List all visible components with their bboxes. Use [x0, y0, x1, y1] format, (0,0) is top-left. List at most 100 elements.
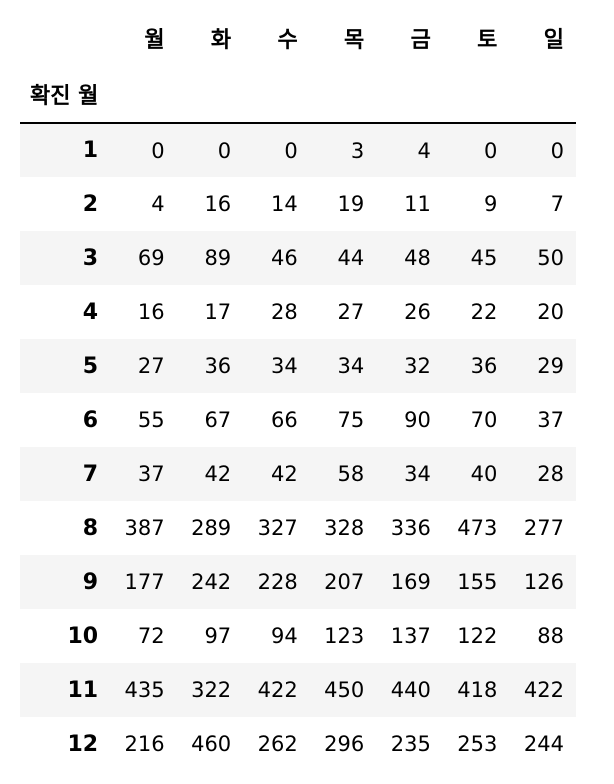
table-cell: 50: [537, 246, 564, 270]
table-row: 7 37 42 42 58 34 40 28: [20, 447, 576, 501]
table-body: 1 0 0 0 3 4 0 0 2 4 16 14 19 11 9 7 3 69 89 46 44 48 45 50 4 16 17…: [20, 123, 576, 771]
row-index-cell: 8: [82, 515, 99, 541]
table-cell: 126: [523, 570, 564, 594]
table-cell: 327: [257, 516, 298, 540]
table-cell: 26: [404, 300, 431, 324]
table-header: 월 화 수 목 금 토 일 확진 월: [20, 10, 576, 124]
row-index-cell: 12: [67, 731, 99, 757]
table-cell: 155: [457, 570, 498, 594]
table-cell: 40: [470, 462, 498, 486]
table-cell: 422: [523, 678, 564, 702]
row-index-cell: 1: [82, 138, 99, 163]
row-index-cell: 10: [67, 623, 99, 649]
table-row: 12 216 460 262 296 235 253 244: [20, 717, 576, 771]
row-index-cell: 9: [82, 569, 99, 595]
row-index-cell: 4: [82, 299, 99, 325]
column-header-sat: 토: [477, 28, 498, 53]
table-cell: 228: [257, 570, 298, 594]
table-row: 9 177 242 228 207 169 155 126: [20, 555, 576, 609]
table-cell: 253: [457, 732, 498, 756]
table-cell: 34: [337, 354, 365, 378]
table-cell: 37: [137, 462, 165, 486]
table-cell: 72: [137, 624, 165, 648]
table-cell: 336: [390, 516, 431, 540]
table-cell: 88: [537, 624, 564, 648]
table-row: 2 4 16 14 19 11 9 7: [20, 177, 576, 231]
table-row: 1 0 0 0 3 4 0 0: [20, 123, 576, 177]
table-row: 5 27 36 34 34 32 36 29: [20, 339, 576, 393]
table-cell: 42: [270, 462, 298, 486]
table-cell: 90: [404, 408, 431, 432]
table-cell: 34: [270, 354, 298, 378]
table-cell: 36: [204, 354, 232, 378]
table-cell: 450: [324, 678, 365, 702]
column-header-wed: 수: [277, 28, 298, 53]
table-cell: 177: [124, 570, 165, 594]
table-cell: 27: [137, 354, 165, 378]
table-cell: 28: [270, 300, 298, 324]
table-row: 3 69 89 46 44 48 45 50: [20, 231, 576, 285]
table-cell: 7: [550, 192, 564, 216]
table-cell: 473: [457, 516, 498, 540]
column-header-sun: 일: [543, 28, 564, 53]
table-cell: 29: [537, 354, 564, 378]
corner-cell: [20, 10, 110, 66]
table-cell: 48: [404, 246, 431, 270]
table-cell: 22: [470, 300, 498, 324]
dataframe-table: 월 화 수 목 금 토 일 확진 월 1 0 0 0 3 4 0 0 2 4 16 14 19 11 9 7 3…: [20, 10, 576, 771]
table-cell: 89: [204, 246, 232, 270]
table-cell: 460: [191, 732, 232, 756]
table-cell: 75: [337, 408, 365, 432]
table-cell: 122: [457, 624, 498, 648]
table-cell: 4: [417, 138, 431, 163]
column-header-mon: 월: [144, 28, 165, 53]
table-cell: 42: [204, 462, 232, 486]
index-name-label: 확진 월: [20, 66, 576, 124]
table-cell: 55: [137, 408, 165, 432]
column-header-tue: 화: [210, 28, 232, 53]
table-row: 4 16 17 28 27 26 22 20: [20, 285, 576, 339]
row-index-cell: 7: [82, 461, 99, 487]
table-cell: 14: [270, 192, 298, 216]
table-cell: 216: [124, 732, 165, 756]
table-cell: 123: [324, 624, 365, 648]
table-cell: 20: [537, 300, 564, 324]
row-index-cell: 2: [82, 191, 99, 217]
table-cell: 3: [350, 138, 365, 163]
table-cell: 97: [204, 624, 232, 648]
index-name-row: 확진 월: [20, 66, 576, 124]
table-cell: 46: [270, 246, 298, 270]
column-header-thu: 목: [344, 28, 365, 53]
table-cell: 435: [124, 678, 165, 702]
table-cell: 0: [550, 138, 564, 163]
table-cell: 418: [457, 678, 498, 702]
table-row: 8 387 289 327 328 336 473 277: [20, 501, 576, 555]
table-cell: 277: [523, 516, 564, 540]
column-header-row: 월 화 수 목 금 토 일: [20, 10, 576, 66]
table-cell: 169: [390, 570, 431, 594]
column-header-fri: 금: [410, 28, 431, 53]
table-cell: 422: [257, 678, 298, 702]
table-cell: 137: [390, 624, 431, 648]
table-cell: 58: [337, 462, 365, 486]
table-cell: 4: [151, 192, 165, 216]
table-cell: 36: [470, 354, 498, 378]
table-cell: 34: [404, 462, 431, 486]
table-cell: 9: [483, 192, 498, 216]
table-cell: 32: [404, 354, 431, 378]
table-row: 11 435 322 422 450 440 418 422: [20, 663, 576, 717]
table-cell: 244: [523, 732, 564, 756]
table-cell: 45: [470, 246, 498, 270]
table-cell: 242: [191, 570, 232, 594]
table-cell: 70: [470, 408, 498, 432]
row-index-cell: 3: [82, 245, 99, 271]
table-cell: 19: [337, 192, 365, 216]
table-cell: 17: [204, 300, 232, 324]
table-cell: 322: [191, 678, 232, 702]
table-cell: 289: [191, 516, 232, 540]
table-cell: 67: [204, 408, 232, 432]
table-cell: 296: [324, 732, 365, 756]
table-cell: 328: [324, 516, 365, 540]
table-cell: 11: [404, 192, 431, 216]
